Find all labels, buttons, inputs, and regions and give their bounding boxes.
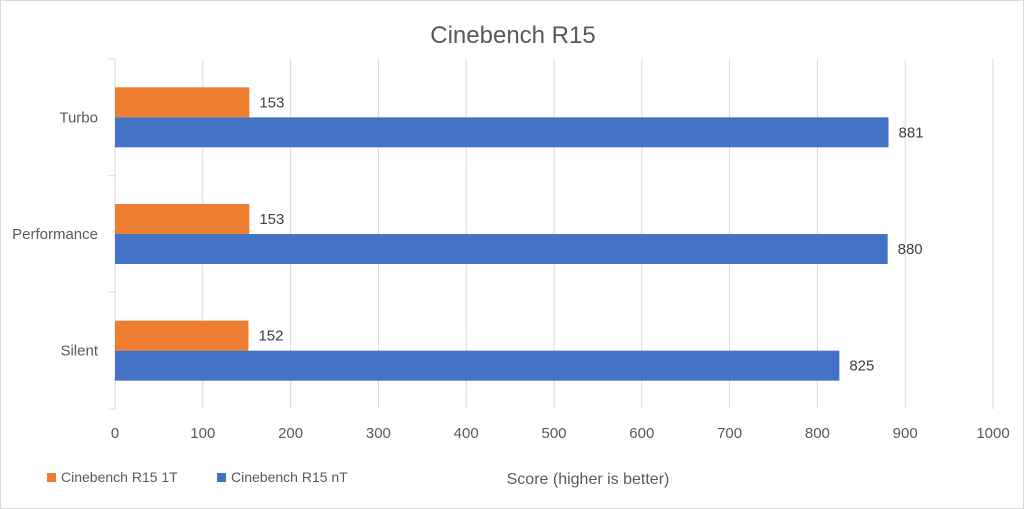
data-label: 152 — [258, 328, 283, 345]
x-tick-label: 700 — [717, 425, 742, 442]
bar-nt — [115, 350, 840, 381]
legend-swatch — [47, 473, 56, 482]
x-tick-label: 500 — [541, 425, 566, 442]
chart-title: Cinebench R15 — [430, 22, 595, 49]
bar-nt — [115, 234, 888, 264]
y-category-label: Turbo — [59, 109, 98, 126]
labels: 0 100 200 300 400 500 600 700 800 900 1000 Turbo 153… — [12, 94, 1010, 442]
bar-1t — [115, 320, 249, 351]
x-tick-label: 400 — [454, 425, 479, 442]
legend: Cinebench R15 1T Cinebench R15 nT — [47, 469, 348, 485]
y-category-label: Performance — [12, 226, 98, 243]
legend-label: Cinebench R15 1T — [61, 469, 178, 485]
legend-swatch — [217, 473, 226, 482]
x-tick-label: 1000 — [976, 425, 1009, 442]
y-category-label: Silent — [60, 343, 98, 360]
x-tick-label: 0 — [111, 425, 119, 442]
x-tick-label: 800 — [805, 425, 830, 442]
x-axis-title: Score (higher is better) — [507, 471, 670, 488]
x-tick-label: 200 — [278, 425, 303, 442]
data-label: 825 — [849, 358, 874, 375]
data-label: 153 — [259, 94, 284, 111]
bar-1t — [115, 204, 250, 234]
bar-1t — [115, 87, 250, 118]
bars — [115, 87, 889, 381]
bar-nt — [115, 117, 889, 148]
legend-label: Cinebench R15 nT — [231, 469, 348, 485]
data-label: 880 — [898, 241, 923, 258]
x-tick-label: 100 — [190, 425, 215, 442]
data-label: 881 — [899, 124, 924, 141]
x-tick-label: 300 — [366, 425, 391, 442]
x-tick-label: 600 — [629, 425, 654, 442]
x-tick-label: 900 — [893, 425, 918, 442]
data-label: 153 — [259, 211, 284, 228]
